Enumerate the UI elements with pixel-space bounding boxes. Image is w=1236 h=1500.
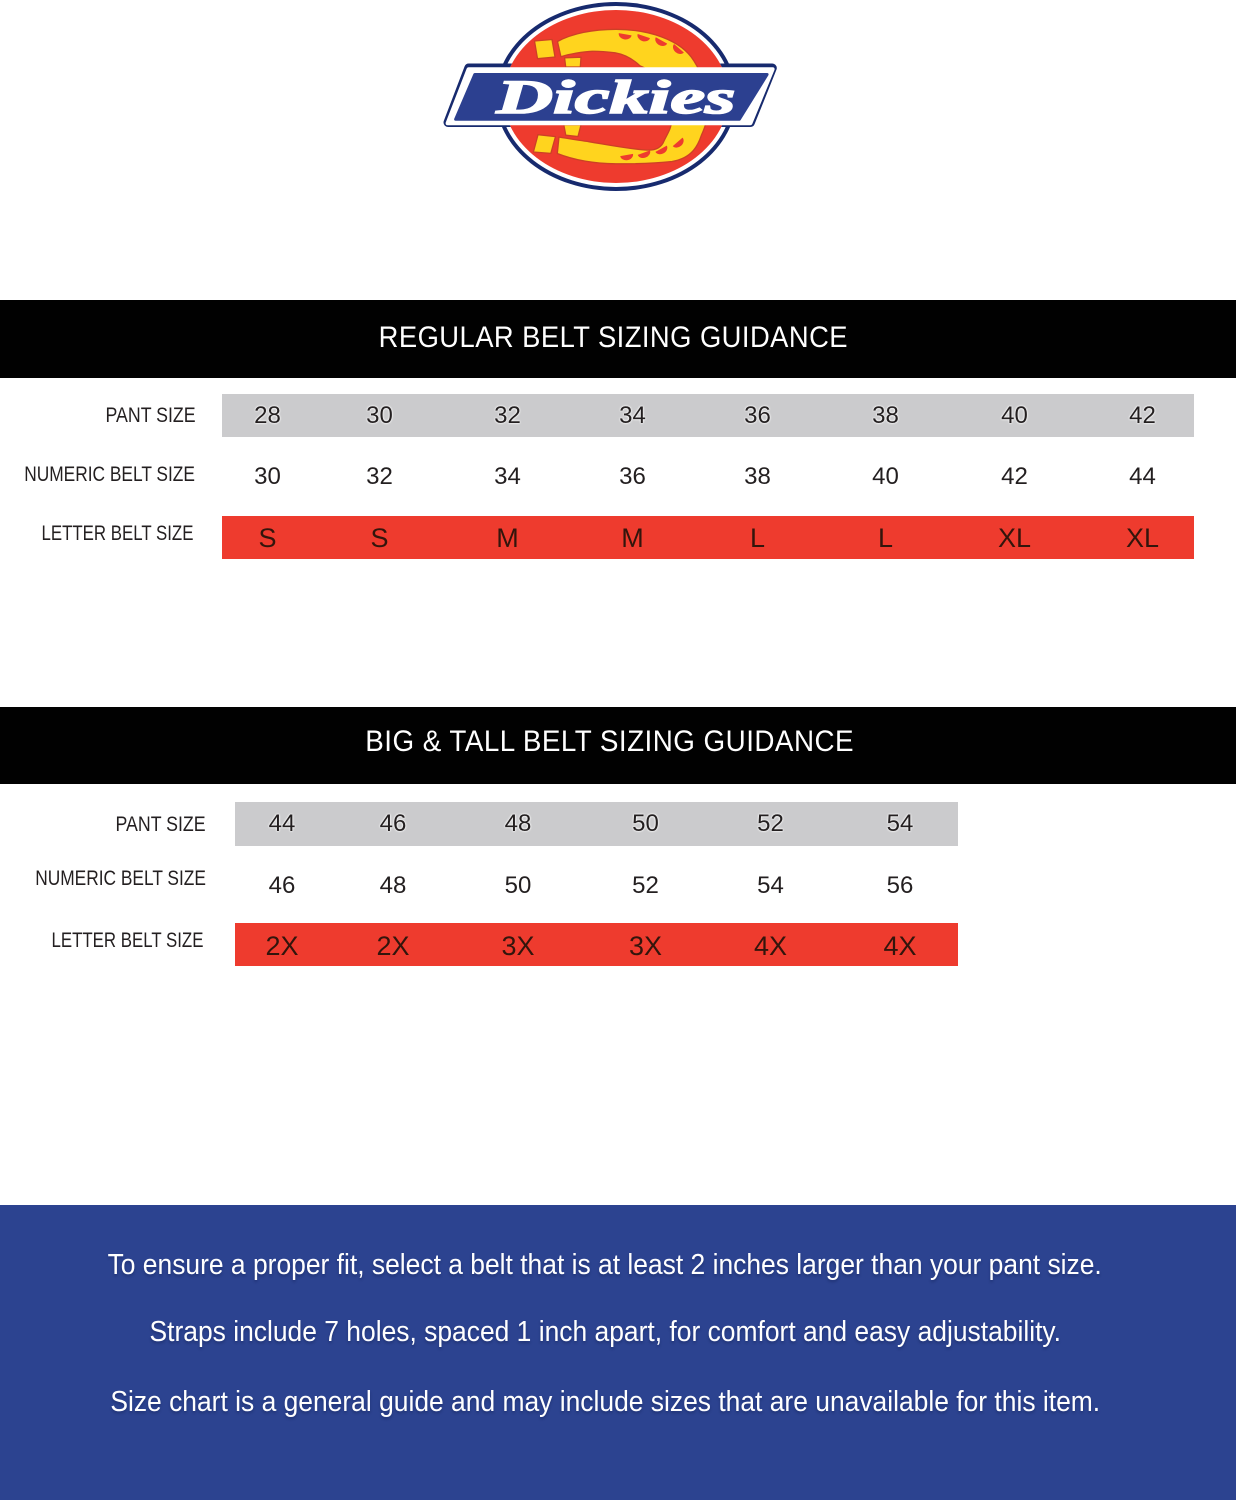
svg-text:Dickies: Dickies [495, 71, 736, 124]
